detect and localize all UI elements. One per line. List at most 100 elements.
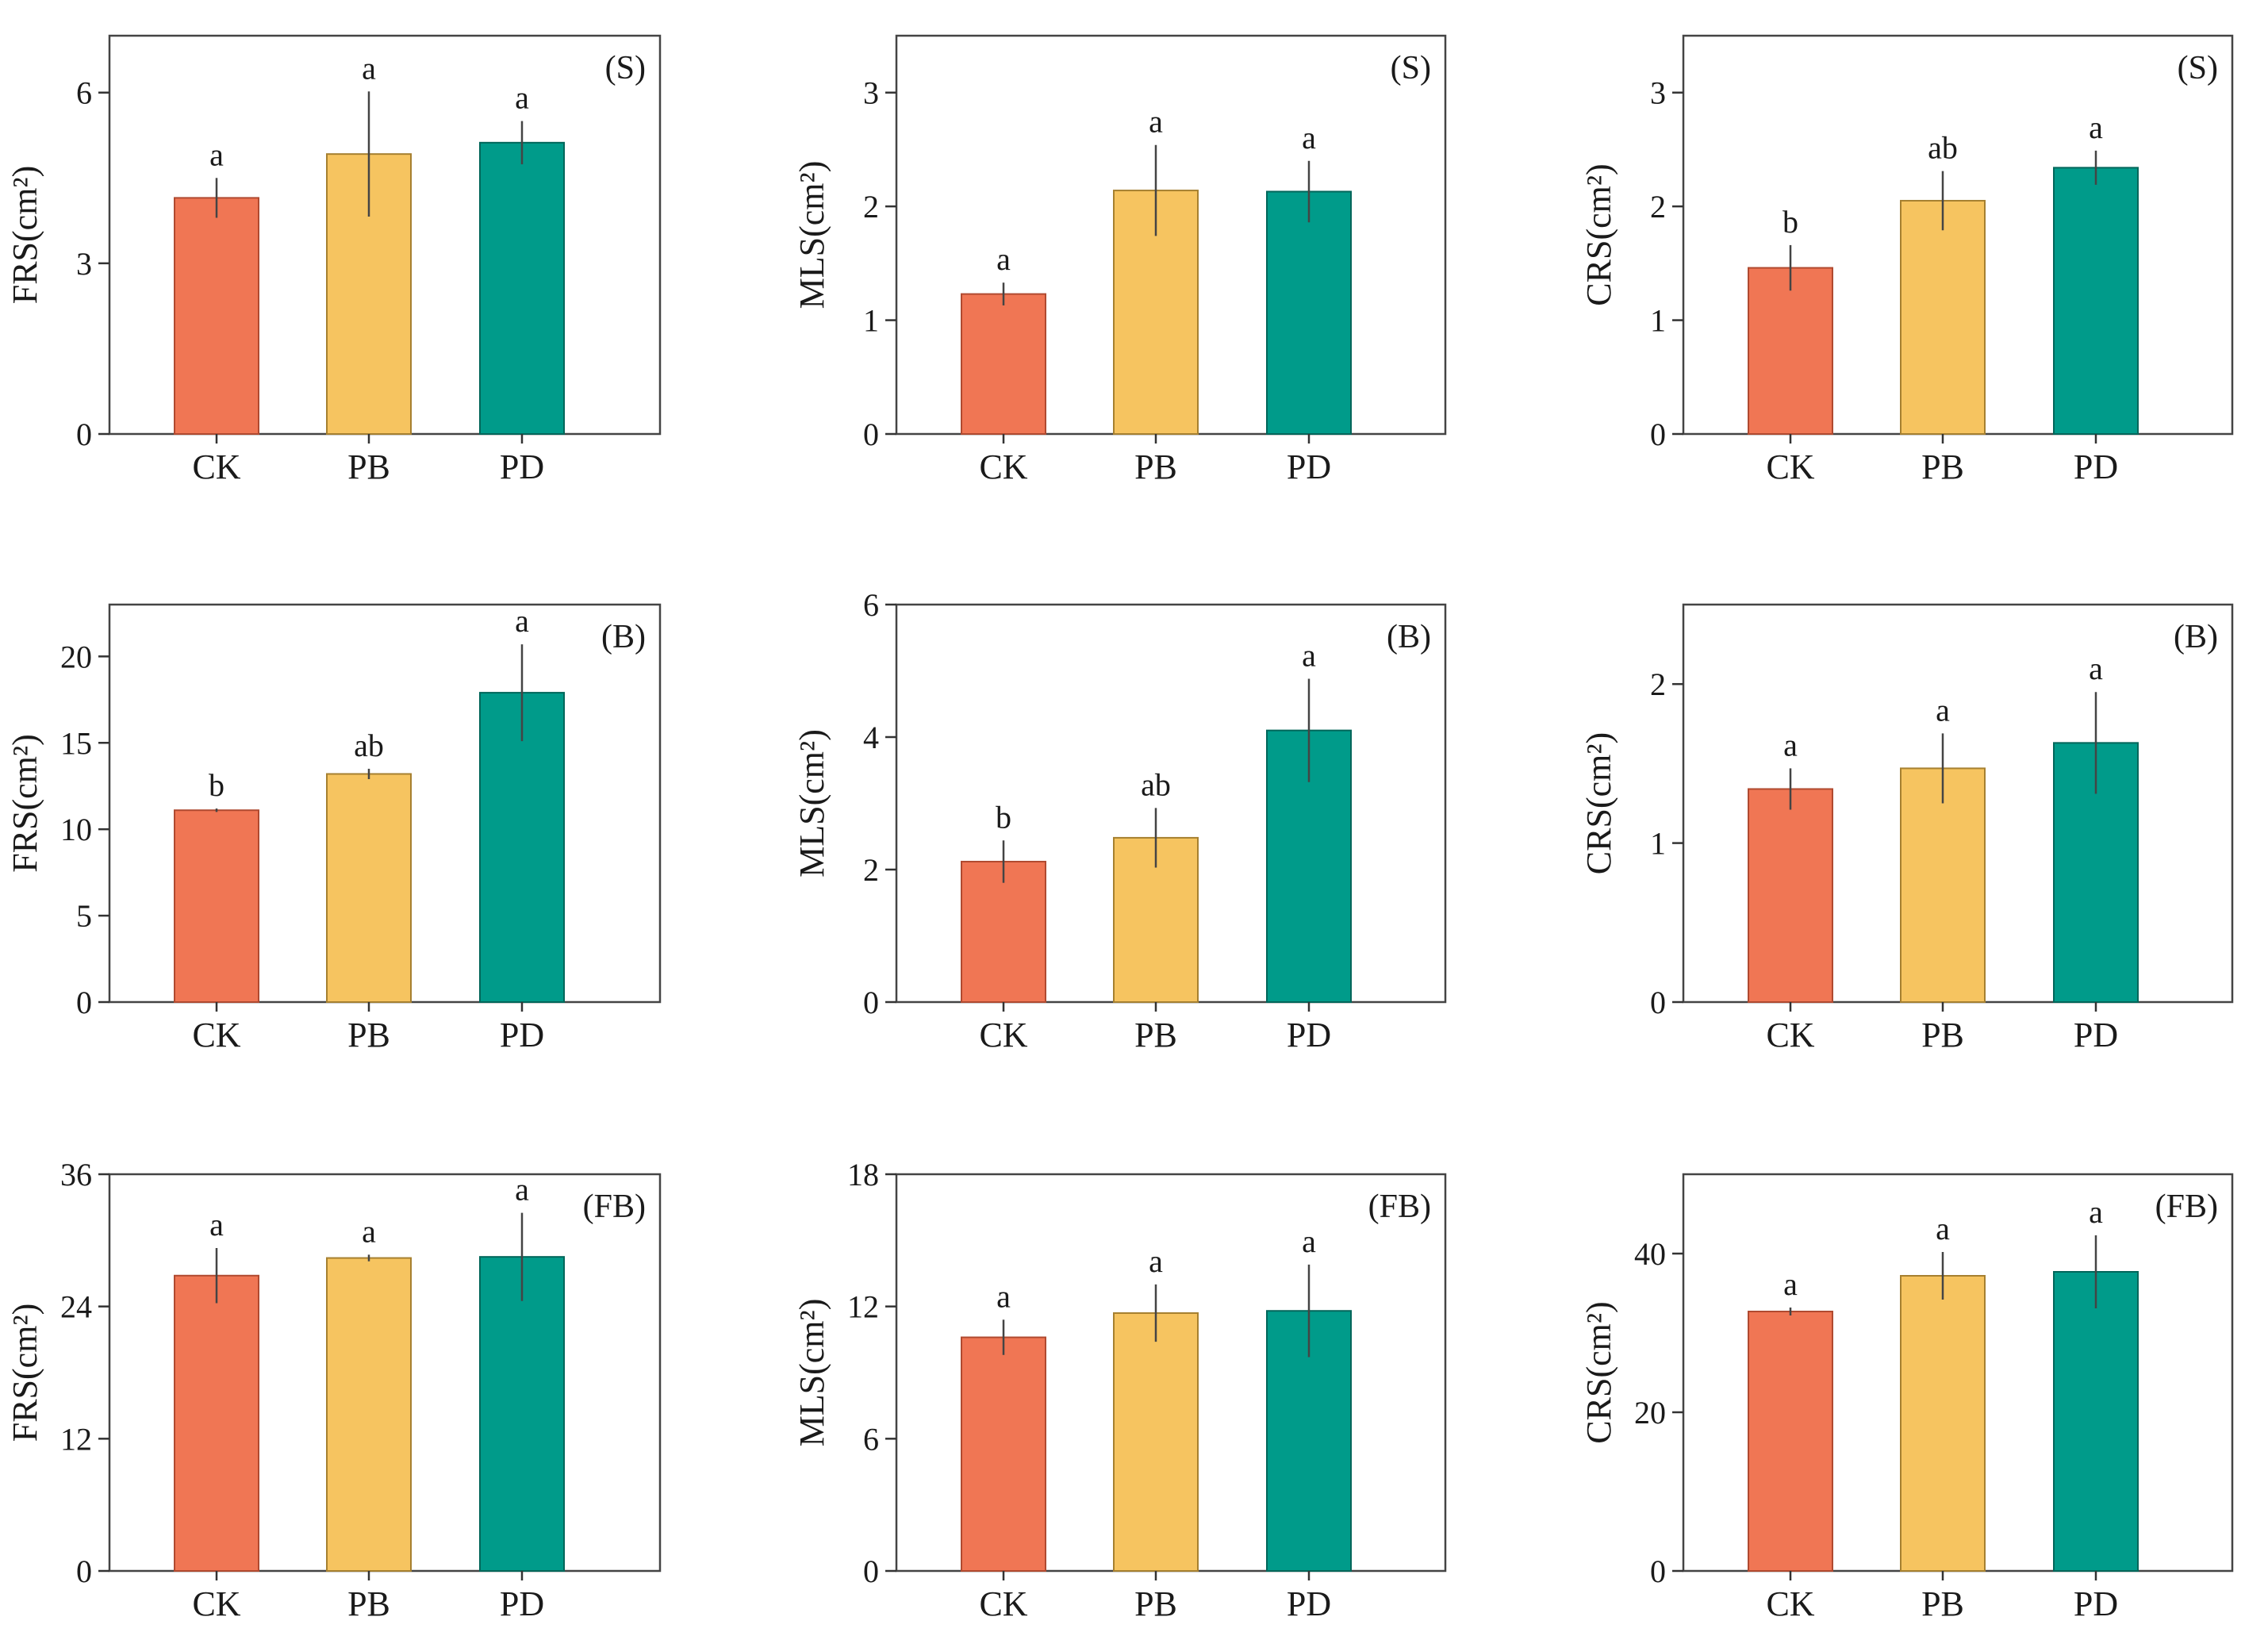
- chart-b-crs-ylabel: CRS(cm²): [1579, 732, 1618, 874]
- chart-s-mls-ylabel: MLS(cm²): [792, 161, 831, 309]
- chart-s-crs-ytick-label-3: 3: [1650, 75, 1666, 111]
- chart-s-crs-panel-label: (S): [2178, 50, 2218, 86]
- chart-fb-mls-bar-pb: [1113, 1312, 1199, 1572]
- chart-s-crs-bar-pd: [2053, 167, 2139, 435]
- chart-fb-mls-ytick-label-1: 6: [863, 1421, 879, 1457]
- chart-b-frs-sig-letter-ck: b: [209, 767, 224, 803]
- chart-s-crs-bar-pb: [1900, 199, 1986, 435]
- chart-fb-frs-xtick-label-pb: PB: [347, 1584, 390, 1623]
- chart-b-frs-bar-pb: [326, 773, 412, 1003]
- chart-b-mls-sig-letter-ck: b: [996, 799, 1011, 835]
- chart-fb-mls-ytick-label-0: 0: [863, 1553, 879, 1589]
- chart-fb-crs-ylabel: CRS(cm²): [1579, 1301, 1618, 1443]
- chart-s-frs-ylabel: FRS(cm²): [6, 166, 44, 305]
- chart-b-frs-ytick-label-3: 15: [60, 725, 92, 761]
- chart-b-crs-ytick-label-2: 2: [1650, 666, 1666, 702]
- chart-b-crs-xtick-label-ck: CK: [1766, 1016, 1814, 1054]
- chart-s-mls: 0 1 2 3 MLS(cm²) (S) a CK a PB a PD: [792, 34, 1447, 486]
- chart-s-frs-ytick-label-2: 6: [76, 75, 92, 111]
- chart-fb-crs-ytick-label-0: 0: [1650, 1553, 1666, 1589]
- chart-s-crs-bar-ck: [1748, 267, 1833, 436]
- chart-s-crs-ytick-label-1: 1: [1650, 303, 1666, 339]
- chart-s-frs-sig-letter-ck: a: [209, 136, 224, 172]
- chart-b-mls-ytick-label-0: 0: [863, 985, 879, 1020]
- chart-s-mls-sig-letter-pb: a: [1149, 104, 1163, 140]
- chart-s-frs-bar-ck: [174, 197, 259, 435]
- chart-b-mls-xtick-label-pd: PD: [1287, 1016, 1331, 1054]
- chart-b-frs-sig-letter-pd: a: [515, 603, 529, 639]
- chart-s-frs-panel-label: (S): [605, 50, 646, 86]
- chart-fb-crs-bar-ck: [1748, 1311, 1833, 1572]
- chart-fb-crs-panel-label: (FB): [2155, 1189, 2218, 1225]
- chart-b-crs-panel-label: (B): [2174, 619, 2218, 655]
- chart-s-crs-sig-letter-pb: ab: [1928, 130, 1958, 166]
- chart-s-crs-sig-letter-ck: b: [1783, 204, 1798, 240]
- chart-b-frs-ytick-label-2: 10: [60, 812, 92, 847]
- chart-fb-frs-bar-ck: [174, 1274, 259, 1573]
- chart-fb-crs-ytick-label-1: 20: [1634, 1395, 1666, 1431]
- chart-b-frs-ytick-label-4: 20: [60, 639, 92, 674]
- chart-fb-mls-xtick-label-pb: PB: [1134, 1584, 1177, 1623]
- chart-b-frs-ylabel: FRS(cm²): [6, 734, 44, 873]
- chart-s-frs-xtick-label-pd: PD: [500, 447, 544, 486]
- chart-fb-crs-sig-letter-pb: a: [1936, 1211, 1950, 1246]
- chart-s-frs-bar-pd: [479, 141, 565, 436]
- chart-b-crs: 0 1 2 CRS(cm²) (B) a CK a PB a PD: [1579, 603, 2234, 1054]
- chart-fb-frs-panel-label: (FB): [583, 1189, 646, 1225]
- chart-b-frs-xtick-label-ck: CK: [192, 1016, 240, 1054]
- chart-fb-frs-ylabel: FRS(cm²): [6, 1304, 44, 1442]
- chart-fb-mls-sig-letter-ck: a: [996, 1278, 1011, 1314]
- chart-b-crs-ytick-label-0: 0: [1650, 985, 1666, 1020]
- chart-b-crs-xtick-label-pd: PD: [2074, 1016, 2118, 1054]
- chart-b-frs-sig-letter-pb: ab: [354, 728, 384, 763]
- chart-fb-crs-sig-letter-pd: a: [2089, 1194, 2103, 1230]
- chart-fb-frs-sig-letter-pb: a: [362, 1213, 376, 1249]
- chart-fb-crs: 0 20 40 CRS(cm²) (FB) a CK a PB a PD: [1579, 1173, 2234, 1623]
- chart-s-mls-sig-letter-ck: a: [996, 241, 1011, 277]
- chart-fb-crs-bar-pd: [2053, 1271, 2139, 1572]
- chart-s-mls-ytick-label-3: 3: [863, 75, 879, 111]
- chart-b-mls-ytick-label-1: 2: [863, 852, 879, 888]
- chart-b-frs-ytick-label-0: 0: [76, 985, 92, 1020]
- chart-fb-mls-xtick-label-ck: CK: [979, 1584, 1027, 1623]
- chart-b-crs-sig-letter-pd: a: [2089, 651, 2103, 686]
- chart-fb-crs-xtick-label-pd: PD: [2074, 1584, 2118, 1623]
- chart-s-crs-ylabel: CRS(cm²): [1579, 163, 1618, 305]
- chart-s-crs-xtick-label-ck: CK: [1766, 447, 1814, 486]
- chart-b-frs-bar-pd: [479, 692, 565, 1003]
- chart-fb-frs: 0 12 24 36 FRS(cm²) (FB) a CK a PB a PD: [6, 1157, 662, 1623]
- chart-fb-frs-bar-pd: [479, 1256, 565, 1572]
- chart-b-mls-panel-label: (B): [1387, 619, 1431, 655]
- chart-b-frs: 0 5 10 15 20 FRS(cm²) (B) b CK ab PB a PD: [6, 603, 662, 1054]
- chart-b-crs-xtick-label-pb: PB: [1921, 1016, 1964, 1054]
- chart-fb-frs-sig-letter-pd: a: [515, 1172, 529, 1208]
- chart-b-crs-bar-ck: [1748, 788, 1833, 1003]
- chart-b-crs-sig-letter-ck: a: [1783, 727, 1798, 762]
- chart-fb-crs-sig-letter-ck: a: [1783, 1266, 1798, 1302]
- chart-s-crs-sig-letter-pd: a: [2089, 109, 2103, 145]
- chart-b-mls-xtick-label-pb: PB: [1134, 1016, 1177, 1054]
- chart-fb-mls-panel-label: (FB): [1368, 1189, 1431, 1225]
- chart-s-mls-xtick-label-ck: CK: [979, 447, 1027, 486]
- chart-fb-mls-bar-ck: [961, 1336, 1046, 1572]
- chart-s-frs: 0 3 6 FRS(cm²) (S) a CK a PB a PD: [6, 34, 662, 486]
- chart-fb-mls-ylabel: MLS(cm²): [792, 1299, 831, 1447]
- chart-b-mls-xtick-label-ck: CK: [979, 1016, 1027, 1054]
- chart-s-frs-sig-letter-pd: a: [515, 80, 529, 116]
- chart-b-crs-sig-letter-pb: a: [1936, 692, 1950, 728]
- chart-fb-frs-xtick-label-ck: CK: [192, 1584, 240, 1623]
- chart-s-frs-ytick-label-1: 3: [76, 246, 92, 282]
- chart-fb-crs-xtick-label-ck: CK: [1766, 1584, 1814, 1623]
- chart-s-mls-sig-letter-pd: a: [1302, 120, 1316, 156]
- chart-b-mls-ytick-label-3: 6: [863, 587, 879, 623]
- chart-s-mls-panel-label: (S): [1391, 50, 1431, 86]
- chart-fb-frs-sig-letter-ck: a: [209, 1207, 224, 1242]
- chart-s-crs-xtick-label-pd: PD: [2074, 447, 2118, 486]
- chart-b-crs-bar-pb: [1900, 767, 1986, 1003]
- chart-b-frs-ytick-label-1: 5: [76, 898, 92, 934]
- chart-b-frs-bar-ck: [174, 809, 259, 1004]
- chart-s-frs-sig-letter-pb: a: [362, 50, 376, 86]
- chart-s-mls-xtick-label-pd: PD: [1287, 447, 1331, 486]
- chart-fb-mls-sig-letter-pd: a: [1302, 1223, 1316, 1259]
- chart-b-frs-panel-label: (B): [601, 619, 646, 655]
